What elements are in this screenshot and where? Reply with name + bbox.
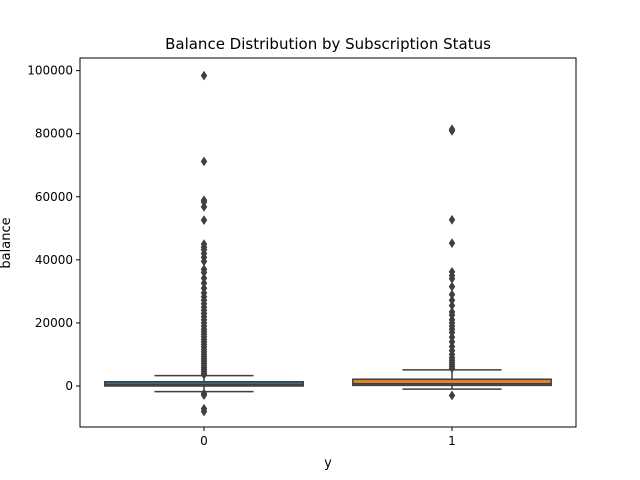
y-tick-label: 40000 <box>35 253 73 267</box>
chart-title: Balance Distribution by Subscription Sta… <box>165 35 491 53</box>
y-axis-label: balance <box>0 217 14 268</box>
outlier-point <box>200 390 208 401</box>
outlier-point <box>448 214 456 225</box>
outlier-point <box>200 406 208 417</box>
outlier-point <box>200 70 208 81</box>
y-axis: 0 20000 40000 60000 80000 100000 <box>27 64 80 393</box>
x-tick-label: 1 <box>448 434 456 448</box>
box-group-1 <box>352 124 552 401</box>
y-tick-label: 20000 <box>35 316 73 330</box>
outlier-point <box>448 390 456 401</box>
x-axis-label: y <box>324 456 332 471</box>
iqr-box <box>104 380 304 387</box>
outlier-point <box>448 238 456 249</box>
outlier-point <box>200 156 208 167</box>
y-tick-label: 80000 <box>35 127 73 141</box>
y-tick-label: 60000 <box>35 190 73 204</box>
plot-area <box>104 70 552 417</box>
iqr-box <box>352 378 552 387</box>
y-tick-label: 0 <box>65 379 73 393</box>
y-tick-label: 100000 <box>27 64 73 78</box>
outlier-point <box>200 369 208 380</box>
outlier-point <box>448 363 456 374</box>
outlier-point <box>200 201 208 212</box>
box-group-0 <box>104 70 304 417</box>
outlier-point <box>200 215 208 226</box>
outlier-point <box>448 125 456 136</box>
x-tick-label: 0 <box>200 434 208 448</box>
plot-frame <box>79 57 577 428</box>
